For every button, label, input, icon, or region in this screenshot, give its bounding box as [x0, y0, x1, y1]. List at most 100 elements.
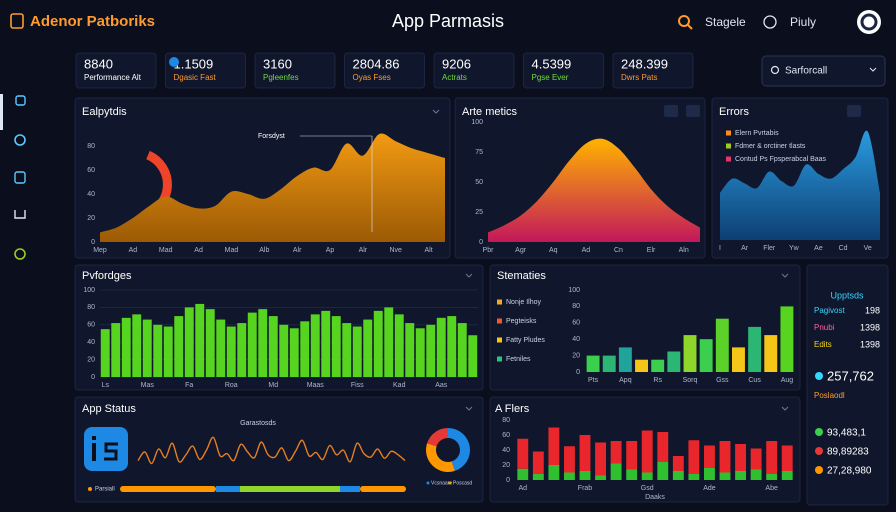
y-tick-label: 60 [572, 320, 580, 327]
search-icon-handle [687, 24, 693, 30]
bar [699, 339, 713, 372]
x-tick-label: Fa [185, 382, 193, 389]
panel-title: Stematies [497, 270, 546, 282]
side-item: 93,483,1 [827, 428, 866, 439]
legend-label: Nonje Ilhoy [506, 299, 542, 306]
bar-segment [641, 430, 653, 473]
panel-title: Arte metics [462, 106, 518, 118]
side-item: 89,89283 [827, 447, 869, 458]
bar [174, 316, 184, 377]
x-tick-label: Ad [194, 247, 203, 254]
y-tick-label: 20 [87, 356, 95, 363]
bar [602, 355, 616, 372]
bar-segment [595, 442, 606, 476]
kpi-value: 3160 [263, 56, 292, 71]
bar [748, 326, 762, 372]
bar [121, 317, 131, 377]
bar-segment [735, 471, 746, 480]
panel-button[interactable] [664, 105, 678, 117]
y-tick-label: 80 [502, 417, 510, 424]
side-item-dot [815, 466, 823, 474]
y-tick-label: 0 [91, 239, 95, 246]
donut-slice [427, 428, 448, 447]
bar-segment [719, 441, 731, 473]
panel-menu[interactable] [465, 406, 473, 411]
avatar-inner [860, 13, 878, 31]
bar-segment [688, 474, 700, 480]
panel [806, 264, 889, 506]
nav-icon[interactable] [14, 134, 26, 146]
bar [415, 328, 425, 377]
x-tick-label: Elr [647, 247, 656, 254]
bar [635, 359, 648, 372]
panel-menu[interactable] [432, 109, 440, 114]
kpi-value: 4.5399 [532, 56, 572, 71]
search-icon[interactable] [678, 15, 690, 27]
panel-menu[interactable] [781, 273, 789, 278]
bar [111, 323, 121, 377]
bar-segment [657, 462, 669, 480]
y-tick-label: 0 [506, 477, 510, 484]
bar [342, 323, 352, 377]
kpi-value: 248.399 [621, 56, 668, 71]
panel-button[interactable] [686, 105, 700, 117]
bar [780, 306, 794, 372]
bar-segment [548, 465, 560, 480]
kpi-badge [169, 57, 179, 67]
clock-icon[interactable] [763, 15, 777, 29]
progress-segment [360, 486, 406, 492]
x-tick-label: Abe [765, 485, 778, 492]
kpi-label: Actrats [442, 73, 467, 82]
y-tick-label: 50 [475, 179, 483, 186]
nav-icon[interactable] [14, 171, 26, 184]
kpi-label: Oyas Fses [353, 73, 391, 82]
legend-label: Fetniles [506, 356, 531, 363]
x-tick-label: Ad [518, 485, 527, 492]
x-tick-label: Rs [653, 377, 662, 384]
logo-icon [10, 13, 24, 29]
x-tick-label: Sorq [683, 377, 698, 384]
y-tick-label: 0 [91, 374, 95, 381]
bar-segment [595, 475, 606, 480]
panel-menu[interactable] [781, 406, 789, 411]
bar [586, 355, 600, 372]
panel-menu[interactable] [465, 273, 473, 278]
search-box[interactable] [761, 55, 886, 87]
bar [195, 303, 205, 377]
kpi-card [254, 52, 336, 89]
bar [683, 335, 697, 372]
bar-segment [626, 469, 638, 480]
nav-icon[interactable] [14, 210, 26, 219]
play-label[interactable]: Piuly [790, 15, 816, 29]
search-label[interactable]: Stagele [705, 15, 746, 29]
bar-segment [532, 451, 544, 474]
bar-segment [564, 446, 575, 473]
y-tick-label: 60 [87, 167, 95, 174]
side-row-label: Pagivost [814, 306, 845, 315]
x-tick-label: Aug [781, 377, 794, 384]
bar [205, 309, 215, 377]
donut-slice [426, 443, 455, 472]
bar [447, 316, 457, 377]
legend-swatch [726, 130, 731, 136]
status-icon-mark [92, 443, 96, 461]
bar [226, 326, 236, 377]
panel-button[interactable] [847, 105, 861, 117]
panel-title: App Status [82, 403, 136, 415]
donut-legend-label: Poscasd [453, 480, 472, 486]
side-big-dot [815, 372, 823, 380]
x-tick-label: Ade [703, 485, 716, 492]
x-tick-label: Alt [424, 247, 432, 254]
side-panel: Upptsds Pagivost 198 Pnubi 1398 Edits 1398 257,… [814, 290, 880, 476]
bar-segment [532, 474, 544, 480]
nav-icon[interactable] [15, 95, 26, 106]
nav-icon[interactable] [14, 248, 26, 260]
line [137, 436, 406, 465]
legend-swatch [497, 299, 502, 305]
bar-segment [579, 471, 591, 480]
x-tick-label: Mad [159, 247, 173, 254]
area [100, 133, 445, 242]
page-title: App Parmasis [392, 11, 504, 31]
search-input[interactable]: Sarforcall [785, 66, 827, 77]
bar [279, 324, 289, 377]
